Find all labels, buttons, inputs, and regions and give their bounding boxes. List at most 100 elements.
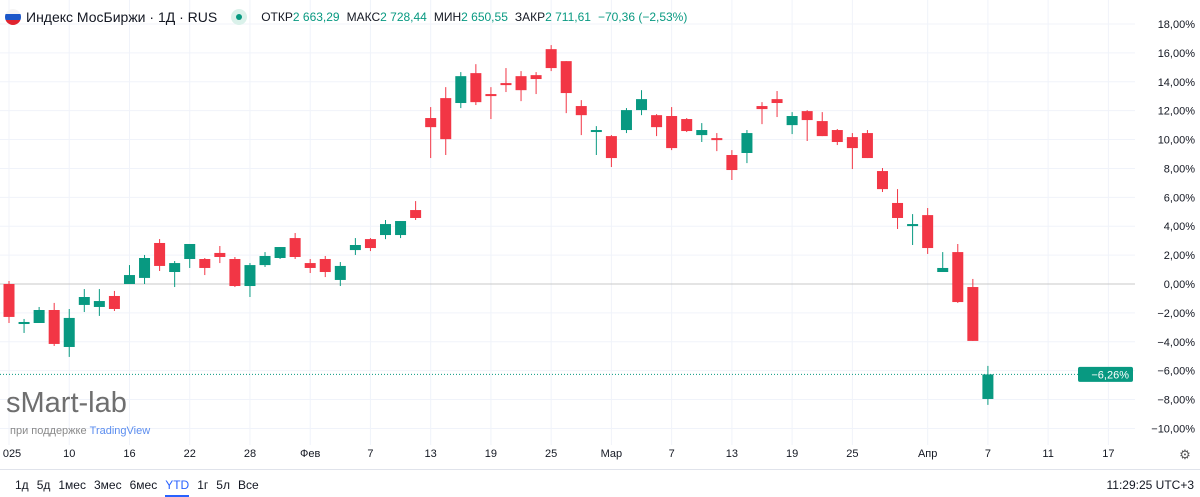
y-tick-label: −6,00%: [1157, 366, 1195, 378]
open-label: ОТКР: [261, 10, 293, 24]
high-value: 2 728,44: [380, 10, 427, 24]
high-label: МАКС: [346, 10, 381, 24]
clock[interactable]: 11:29:25 UTC+3: [1106, 478, 1195, 492]
candle-body: [816, 121, 828, 137]
open-value: 2 663,29: [292, 10, 340, 24]
candle-body: [349, 245, 361, 251]
candle-body: [108, 295, 120, 309]
range-selector: 1д 5д 1мес 3мес 6мес YTD 1г 5л Все: [15, 478, 259, 497]
candle-body: [771, 99, 783, 104]
symbol-header: Индекс МосБиржи · 1Д · RUS ОТКР2 663,29 …: [0, 0, 1130, 34]
candle-body: [169, 263, 181, 273]
candle-body: [605, 136, 617, 159]
x-tick-label: 025: [2, 448, 22, 460]
x-tick-label: 7: [668, 448, 675, 460]
candle-body: [244, 265, 256, 287]
candle-body: [364, 239, 376, 249]
x-tick-label: Апр: [917, 448, 938, 460]
candle-body: [636, 99, 648, 111]
y-tick-label: 6,00%: [1164, 192, 1195, 204]
candle-body: [590, 130, 602, 133]
candle-body: [214, 252, 226, 257]
candle-body: [530, 75, 542, 80]
range-button-1д[interactable]: 1д: [15, 478, 29, 492]
russia-flag-icon: [5, 9, 21, 25]
candle-body: [922, 215, 934, 249]
y-tick-label: 4,00%: [1164, 221, 1195, 233]
smartlab-logo: sMart-lab: [6, 387, 127, 419]
candle-body: [410, 210, 422, 218]
candle-body: [78, 296, 90, 305]
candle-body: [440, 98, 452, 140]
candle-body: [33, 309, 45, 323]
candle-body: [259, 255, 271, 266]
range-button-YTD[interactable]: YTD: [165, 478, 190, 497]
candle-body: [892, 202, 904, 218]
y-tick-label: 14,00%: [1158, 77, 1196, 89]
candle-body: [425, 118, 437, 128]
candle-body: [304, 263, 316, 268]
low-value: 2 650,55: [461, 10, 508, 24]
range-button-5л[interactable]: 5л: [216, 478, 230, 492]
candle-body: [395, 221, 407, 236]
tradingview-link[interactable]: TradingView: [89, 425, 151, 437]
x-tick-label: 10: [63, 448, 76, 460]
range-button-5д[interactable]: 5д: [36, 478, 51, 492]
x-tick-label: 13: [725, 448, 738, 460]
candle-body: [711, 138, 723, 141]
price-chart[interactable]: 18,00% 16,00% 14,00% 12,00% 10,00% 8,00% 6,00%…: [0, 0, 1200, 445]
support-prefix: при поддержке: [10, 425, 87, 437]
x-tick-label: 7: [367, 448, 374, 460]
last-price-label: −6,26%: [1091, 369, 1129, 381]
candle-body: [861, 133, 873, 159]
candle-body: [726, 155, 738, 171]
y-tick-label: −4,00%: [1157, 337, 1195, 349]
range-button-6мес[interactable]: 6мес: [129, 478, 158, 492]
range-button-Все[interactable]: Все: [237, 478, 259, 492]
y-tick-label: −2,00%: [1157, 308, 1195, 320]
candle-body: [380, 224, 391, 236]
candle-body: [515, 76, 527, 91]
candle-body: [184, 243, 196, 260]
x-tick-label: 13: [424, 448, 437, 460]
candle-body: [229, 259, 241, 287]
candle-body: [696, 130, 708, 136]
x-tick-label: 17: [1102, 448, 1115, 460]
range-button-1г[interactable]: 1г: [197, 478, 209, 492]
candle-body: [470, 73, 482, 103]
range-button-3мес[interactable]: 3мес: [93, 478, 122, 492]
ohlc-values: ОТКР2 663,29 МАКС2 728,44 МИН2 650,55 ЗА…: [261, 10, 687, 24]
candle-body: [560, 61, 572, 94]
candle-body: [907, 224, 919, 227]
x-tick-label: 16: [123, 448, 136, 460]
candle-body: [952, 252, 964, 303]
candle-body: [48, 309, 60, 344]
y-tick-label: 12,00%: [1158, 106, 1196, 118]
candle-body: [3, 284, 15, 317]
market-open-dot-icon: [231, 9, 248, 25]
candle-body: [681, 119, 693, 132]
candle-body: [334, 265, 346, 280]
gear-icon[interactable]: ⚙: [1179, 447, 1191, 462]
symbol-title[interactable]: Индекс МосБиржи · 1Д · RUS: [26, 9, 218, 25]
candle-body: [500, 83, 512, 86]
x-tick-label: 28: [243, 448, 257, 460]
close-value: 2 711,61: [545, 10, 591, 24]
x-tick-label: 25: [545, 448, 558, 460]
candle-body: [651, 115, 663, 128]
candle-body: [123, 275, 135, 284]
candle-body: [620, 110, 632, 131]
candle-body: [485, 94, 497, 97]
x-tick-label: 19: [484, 448, 498, 460]
candle-body: [876, 171, 888, 190]
candle-body: [982, 374, 994, 399]
candle-body: [199, 259, 211, 268]
candle-body: [93, 301, 105, 307]
close-label: ЗАКР: [514, 10, 546, 24]
y-tick-label: −8,00%: [1157, 395, 1195, 407]
time-axis[interactable]: 025 10 16 22 28 Фев 7 13 19 25 Мар 7 13 19 25 Апр 7 11 17: [0, 448, 1140, 464]
change-value: −70,36 (−2,53%): [597, 10, 688, 24]
candle-body: [756, 106, 768, 110]
candle-body: [967, 287, 979, 341]
range-button-1мес[interactable]: 1мес: [58, 478, 86, 492]
